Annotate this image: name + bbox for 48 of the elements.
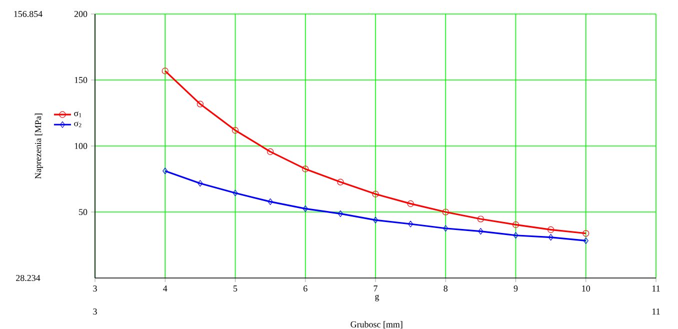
point (162, 168, 168, 174)
point (232, 127, 239, 134)
point (478, 228, 484, 235)
point (267, 148, 274, 155)
x-tick-label: 8 (444, 286, 448, 292)
legend-label: σ$_{2}$ (74, 122, 82, 128)
point (442, 208, 449, 216)
point (337, 178, 344, 186)
point (232, 190, 238, 196)
y-axis-title: Naprezenia [MPa] (34, 114, 43, 179)
x-tick-label: 3 (93, 286, 97, 292)
point (582, 230, 590, 237)
point (477, 216, 484, 222)
point (268, 198, 273, 205)
point (198, 180, 203, 187)
x-tick-label: 9 (514, 286, 518, 292)
point (512, 221, 520, 228)
y-tick-label: 50 (79, 208, 88, 216)
point (443, 225, 448, 232)
point (196, 100, 204, 108)
x-tick-label: 10 (582, 286, 590, 292)
point (408, 220, 414, 228)
text: 3 (93, 308, 97, 315)
point (372, 216, 378, 224)
point (302, 166, 309, 172)
point (338, 210, 343, 218)
x-tick-label: 6 (304, 286, 308, 292)
x-tick-label: 7 (374, 286, 378, 292)
point (162, 68, 168, 74)
point (548, 226, 554, 233)
x-tick-label: 4 (163, 286, 168, 292)
legend-label: σ$_{1}$ (74, 112, 82, 118)
point (513, 232, 518, 239)
point (548, 234, 554, 241)
text: g (375, 294, 380, 302)
point (372, 190, 379, 198)
x-tick-label: 5 (234, 286, 238, 292)
text: 11 (652, 308, 660, 314)
point (407, 200, 414, 207)
y-tick-label: 150 (74, 76, 88, 84)
x-tick-label: 11 (652, 286, 660, 292)
y-tick-label: 200 (74, 10, 88, 18)
x-axis-title: Grubosc [mm] (350, 321, 402, 329)
text: 28.234 (16, 274, 40, 282)
point (302, 205, 308, 212)
y-tick-label: 100 (74, 142, 88, 150)
point (583, 237, 588, 244)
text: 156.854 (14, 10, 42, 18)
